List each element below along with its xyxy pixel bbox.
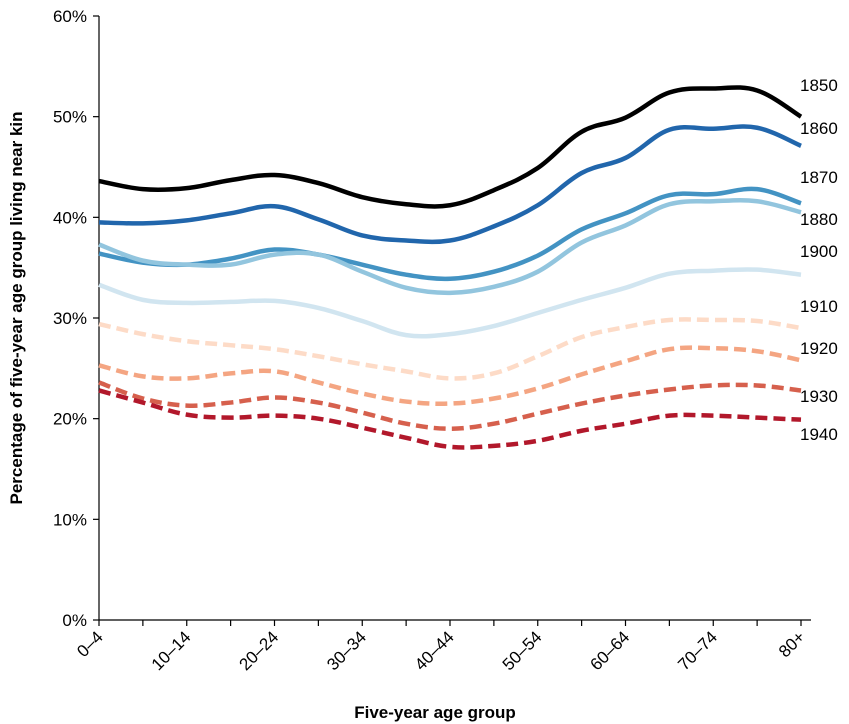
x-tick-label: 40–44 (411, 627, 458, 674)
series-label-1860: 1860 (800, 119, 838, 138)
series-label-1880: 1880 (800, 210, 838, 229)
x-tick-label: 20–24 (235, 627, 282, 674)
x-axis: 0–4 10–14 20–24 30–34 40–44 50–54 60–64 70–74 80… (73, 619, 811, 674)
series-line-1870 (98, 186, 802, 282)
y-tick-label: 50% (53, 108, 87, 127)
x-tick-label: 80+ (775, 627, 809, 661)
series-line-1920 (98, 345, 802, 406)
y-tick-label: 30% (53, 309, 87, 328)
series-label-1900: 1900 (800, 242, 838, 261)
series-label-1930: 1930 (800, 387, 838, 406)
y-axis: 0% 10% 20% 30% 40% 50% 60% (53, 7, 100, 630)
x-tick-label: 0–4 (73, 627, 106, 660)
series-label-1910: 1910 (800, 297, 838, 316)
y-tick-label: 0% (62, 611, 87, 630)
series-line-1850 (98, 85, 803, 209)
series-label-1940: 1940 (800, 425, 838, 444)
series-label-1870: 1870 (800, 168, 838, 187)
series-line-1930 (98, 380, 802, 431)
y-axis-title: Percentage of five-year age group living… (7, 111, 26, 504)
series-line-1860 (98, 124, 802, 245)
series-line-1940 (98, 388, 802, 450)
y-tick-label: 10% (53, 510, 87, 529)
x-tick-label: 10–14 (148, 627, 195, 674)
series-labels: 1850 1860 1870 1880 1900 1910 1920 1930 1940 (800, 76, 838, 444)
y-tick-label: 40% (53, 208, 87, 227)
y-tick-label: 20% (53, 410, 87, 429)
series-line-1900 (98, 267, 802, 339)
x-tick-label: 70–74 (674, 627, 721, 674)
x-tick-label: 30–34 (323, 627, 370, 674)
series-line-1880 (98, 197, 802, 296)
x-axis-title: Five-year age group (354, 703, 516, 722)
series-line-1910 (98, 317, 802, 381)
x-tick-label: 60–64 (586, 627, 633, 674)
x-tick-label: 50–54 (499, 627, 546, 674)
series-label-1920: 1920 (800, 339, 838, 358)
y-tick-label: 60% (53, 7, 87, 26)
series-label-1850: 1850 (800, 76, 838, 95)
series-lines (98, 85, 803, 450)
